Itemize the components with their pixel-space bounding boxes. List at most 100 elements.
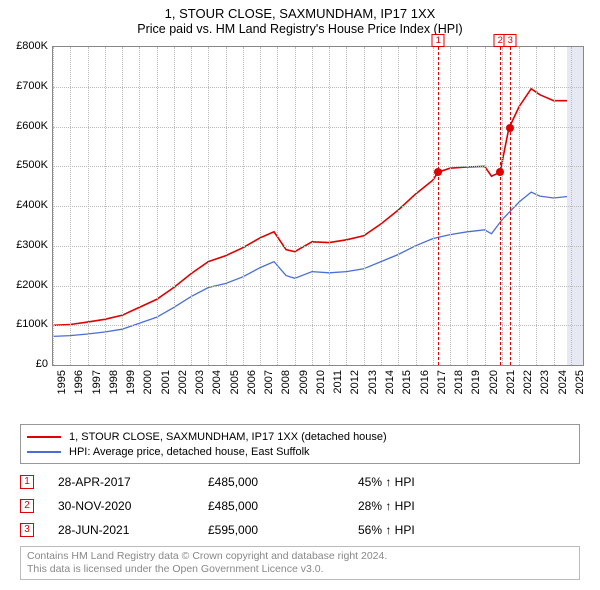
y-axis-label: £700K [16,80,48,92]
x-axis-label: 2022 [522,370,534,394]
gridline-v [571,47,572,365]
x-axis-label: 2024 [557,370,569,394]
sale-marker-line [438,47,439,365]
gridline-v [226,47,227,365]
x-axis-label: 2021 [505,370,517,394]
x-axis-label: 2004 [211,370,223,394]
gridline-v [554,47,555,365]
x-axis-label: 2000 [142,370,154,394]
legend-item: 1, STOUR CLOSE, SAXMUNDHAM, IP17 1XX (de… [27,429,573,444]
sale-row: 128-APR-2017£485,00045% ↑ HPI [20,470,580,494]
sale-date: 28-APR-2017 [58,475,208,489]
y-axis-label: £0 [36,358,48,370]
gridline-v [485,47,486,365]
sale-marker-box: 1 [432,34,445,47]
sale-marker-line [510,47,511,365]
gridline-v [277,47,278,365]
x-axis-label: 2010 [315,370,327,394]
legend-item: HPI: Average price, detached house, East… [27,444,573,459]
x-axis-label: 2001 [160,370,172,394]
gridline-v [346,47,347,365]
y-axis-label: £100K [16,318,48,330]
x-axis-label: 2023 [539,370,551,394]
legend-label: 1, STOUR CLOSE, SAXMUNDHAM, IP17 1XX (de… [69,431,387,443]
x-axis-label: 2014 [384,370,396,394]
gridline-v [295,47,296,365]
sale-marker-line [500,47,501,365]
plot-region: 123 [52,46,584,366]
chart-title: 1, STOUR CLOSE, SAXMUNDHAM, IP17 1XX [8,6,592,21]
sale-hpi: 28% ↑ HPI [358,499,478,513]
sale-date: 28-JUN-2021 [58,523,208,537]
gridline-v [53,47,54,365]
sale-price: £595,000 [208,523,358,537]
gridline-h [53,127,583,128]
y-axis-label: £600K [16,120,48,132]
gridline-v [70,47,71,365]
gridline-v [519,47,520,365]
gridline-v [157,47,158,365]
x-axis-label: 2008 [280,370,292,394]
sale-row: 3 28-JUN-2021£595,00056% ↑ HPI [20,518,580,542]
sale-index-box: 2 [20,499,34,513]
sale-hpi: 56% ↑ HPI [358,523,478,537]
sale-date: 30-NOV-2020 [58,499,208,513]
x-axis-label: 2009 [298,370,310,394]
x-axis-label: 2011 [332,370,344,394]
x-axis-label: 1998 [108,370,120,394]
gridline-v [122,47,123,365]
gridline-v [329,47,330,365]
x-axis-label: 2006 [246,370,258,394]
x-axis-label: 2016 [419,370,431,394]
gridline-v [139,47,140,365]
gridline-v [260,47,261,365]
gridline-v [364,47,365,365]
gridline-h [53,87,583,88]
gridline-h [53,166,583,167]
sale-marker-dot [506,124,514,132]
sale-marker-box: 3 [504,34,517,47]
sale-row: 2 30-NOV-2020£485,00028% ↑ HPI [20,494,580,518]
gridline-v [381,47,382,365]
sale-index-box: 3 [20,523,34,537]
gridline-v [243,47,244,365]
gridline-v [467,47,468,365]
x-axis-label: 2013 [367,370,379,394]
gridline-v [450,47,451,365]
attribution: Contains HM Land Registry data © Crown c… [20,546,580,580]
x-axis-label: 2019 [470,370,482,394]
sale-price: £485,000 [208,499,358,513]
x-axis-label: 1997 [91,370,103,394]
gridline-h [53,286,583,287]
sale-marker-dot [434,168,442,176]
y-axis-label: £800K [16,40,48,52]
gridline-h [53,246,583,247]
x-axis-label: 2002 [177,370,189,394]
y-axis-label: £400K [16,199,48,211]
y-axis-label: £300K [16,239,48,251]
sales-table: 128-APR-2017£485,00045% ↑ HPI 2 30-NOV-202… [20,470,580,542]
gridline-v [208,47,209,365]
x-axis-label: 1999 [125,370,137,394]
x-axis-label: 2017 [436,370,448,394]
x-axis-label: 1996 [73,370,85,394]
gridline-v [502,47,503,365]
attribution-line-2: This data is licensed under the Open Gov… [27,563,573,576]
chart-container: 1, STOUR CLOSE, SAXMUNDHAM, IP17 1XX Pri… [0,0,600,590]
gridline-v [416,47,417,365]
legend-label: HPI: Average price, detached house, East… [69,446,310,458]
y-axis-label: £200K [16,279,48,291]
gridline-v [174,47,175,365]
gridline-v [433,47,434,365]
y-axis-label: £500K [16,159,48,171]
gridline-h [53,325,583,326]
x-axis-label: 2018 [453,370,465,394]
x-axis-label: 1995 [56,370,68,394]
x-axis-label: 2015 [401,370,413,394]
sale-hpi: 45% ↑ HPI [358,475,478,489]
gridline-v [88,47,89,365]
x-axis-label: 2005 [229,370,241,394]
gridline-v [191,47,192,365]
x-axis-label: 2012 [349,370,361,394]
gridline-h [53,206,583,207]
